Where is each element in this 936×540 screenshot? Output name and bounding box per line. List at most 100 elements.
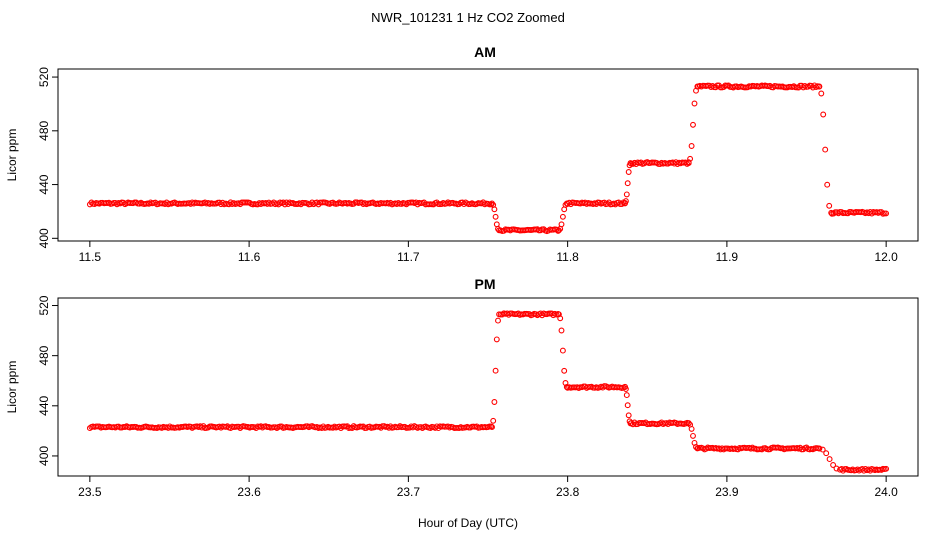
am-transition-point: [687, 155, 694, 162]
pm-point: [488, 423, 495, 430]
am-y-axis: 400 440 480 520: [37, 67, 58, 248]
pm-transition-point: [830, 462, 837, 468]
am-point: [227, 199, 234, 206]
am-transition-point: [562, 201, 569, 208]
pm-transition-point: [558, 327, 565, 334]
am-transition-point: [822, 146, 829, 153]
pm-x-axis: 23.5 23.6 23.7 23.8 23.9 24.0: [78, 476, 898, 499]
am-x-tick-label: 11.5: [79, 250, 102, 264]
am-x-tick-label: 11.6: [238, 250, 261, 264]
pm-point: [253, 425, 260, 432]
pm-transition-point: [627, 420, 634, 427]
am-transition-point: [824, 181, 831, 188]
am-transition-point: [625, 169, 632, 175]
am-transition-point: [559, 213, 566, 220]
pm-y-tick-label: 480: [37, 345, 51, 365]
am-transition-point: [828, 209, 835, 216]
am-transition-point: [690, 121, 696, 128]
am-transition-point: [491, 206, 498, 213]
am-data-points: [86, 82, 890, 235]
am-transition-point: [818, 90, 825, 97]
pm-transition-point: [622, 386, 629, 392]
pm-y-axis-label: Licor ppm: [5, 361, 19, 414]
pm-transition-point: [837, 466, 843, 473]
pm-transition-point: [490, 417, 497, 424]
am-point: [270, 199, 277, 206]
am-panel: AM 11.5 11.6 11.7 11.8 11.9 12.0 400 440 480 520…: [5, 44, 919, 264]
pm-transition-point: [688, 425, 695, 432]
am-transition-point: [694, 83, 701, 90]
pm-transition-point: [690, 432, 696, 439]
pm-panel-title: PM: [475, 276, 496, 292]
am-transition-point: [489, 200, 495, 207]
pm-transition-point: [563, 384, 570, 390]
pm-transition-point: [492, 367, 499, 374]
am-transition-point: [627, 160, 634, 167]
am-plot-frame: [57, 68, 919, 242]
am-x-tick-label: 12.0: [874, 250, 898, 264]
pm-transition-point: [557, 315, 564, 322]
pm-plot-frame: [57, 297, 919, 477]
am-transition-point: [820, 111, 827, 118]
pm-x-tick-label: 23.9: [715, 485, 739, 499]
am-transition-point: [563, 200, 570, 207]
x-axis-label: Hour of Day (UTC): [418, 516, 518, 530]
pm-point: [883, 465, 890, 472]
pm-transition-point: [624, 402, 631, 409]
pm-transition-point: [833, 465, 840, 472]
am-transition-point: [691, 100, 698, 107]
pm-transition-point: [491, 399, 498, 405]
pm-point: [197, 423, 204, 430]
pm-transition-point: [685, 420, 692, 427]
pm-x-tick-label: 23.7: [397, 485, 421, 499]
pm-transition-point: [819, 446, 826, 453]
am-transition-point: [558, 221, 565, 228]
pm-transition-point: [493, 336, 500, 343]
pm-x-tick-label: 24.0: [874, 485, 898, 499]
am-x-tick-label: 11.7: [397, 250, 420, 264]
pm-transition-point: [823, 450, 830, 457]
am-x-axis: 11.5 11.6 11.7 11.8 11.9 12.0: [79, 241, 898, 264]
pm-transition-point: [826, 456, 833, 463]
am-point: [682, 159, 689, 166]
am-transition-point: [624, 180, 631, 187]
pm-transition-point: [816, 445, 823, 452]
pm-transition-point: [561, 367, 568, 374]
pm-x-tick-label: 23.6: [237, 485, 261, 499]
am-y-tick-label: 400: [37, 228, 51, 248]
am-transition-point: [622, 198, 629, 205]
am-panel-title: AM: [474, 44, 496, 60]
pm-data-points: [86, 310, 890, 474]
pm-y-tick-label: 520: [37, 295, 51, 315]
figure-title: NWR_101231 1 Hz CO2 Zoomed: [371, 10, 565, 25]
am-transition-point: [826, 202, 833, 209]
pm-y-tick-label: 400: [37, 446, 51, 466]
pm-transition-point: [489, 424, 495, 431]
pm-point: [862, 465, 869, 472]
am-transition-point: [623, 191, 630, 198]
am-point: [725, 82, 732, 89]
pm-transition-point: [693, 444, 699, 450]
am-transition-point: [555, 227, 562, 234]
pm-x-tick-label: 23.5: [78, 485, 102, 499]
am-transition-point: [492, 213, 499, 220]
pm-transition-point: [694, 445, 701, 452]
am-point: [618, 201, 625, 207]
am-y-tick-label: 480: [37, 120, 51, 140]
pm-transition-point: [623, 392, 630, 399]
am-x-tick-label: 11.9: [716, 250, 739, 264]
pm-x-tick-label: 23.8: [556, 485, 580, 499]
pm-transition-point: [559, 347, 566, 354]
am-y-tick-label: 440: [37, 174, 51, 194]
am-point: [883, 210, 890, 217]
am-transition-point: [688, 143, 695, 149]
am-x-tick-label: 11.8: [556, 250, 579, 264]
pm-transition-point: [495, 317, 501, 324]
pm-y-tick-label: 440: [37, 395, 51, 415]
am-point: [114, 201, 120, 208]
am-y-tick-label: 520: [37, 67, 51, 87]
am-y-axis-label: Licor ppm: [5, 129, 19, 182]
pm-y-axis: 400 440 480 520: [37, 295, 58, 466]
pm-panel: PM 23.5 23.6 23.7 23.8 23.9 24.0 400 440 480 520…: [5, 276, 919, 499]
